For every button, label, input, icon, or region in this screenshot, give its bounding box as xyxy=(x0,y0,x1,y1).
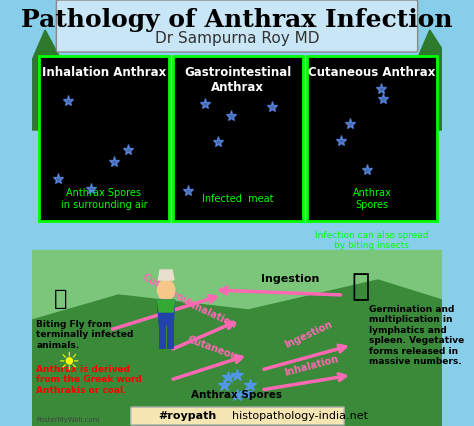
Circle shape xyxy=(157,280,175,300)
Text: histopathology-india.net: histopathology-india.net xyxy=(232,411,368,421)
Text: Anthrax Spores: Anthrax Spores xyxy=(191,390,283,400)
FancyBboxPatch shape xyxy=(56,0,418,52)
Text: Inhalation: Inhalation xyxy=(183,297,238,330)
Polygon shape xyxy=(32,260,442,426)
Text: #roypath: #roypath xyxy=(159,411,217,421)
Text: ☀: ☀ xyxy=(58,351,81,375)
Text: Dr Sampurna Roy MD: Dr Sampurna Roy MD xyxy=(155,31,319,46)
Text: 🐝: 🐝 xyxy=(54,289,67,309)
Text: Ingestion: Ingestion xyxy=(283,319,334,350)
Bar xyxy=(307,56,437,221)
Text: Cutaneous: Cutaneous xyxy=(140,272,196,310)
Text: Infection can also spread
by biting insects: Infection can also spread by biting inse… xyxy=(315,231,428,250)
Polygon shape xyxy=(412,30,443,130)
Text: Cutaneous Anthrax: Cutaneous Anthrax xyxy=(308,66,436,79)
Text: Pathology of Anthrax Infection: Pathology of Anthrax Infection xyxy=(21,8,453,32)
Text: Anthrax Spores
in surrounding air: Anthrax Spores in surrounding air xyxy=(61,188,147,210)
FancyBboxPatch shape xyxy=(131,407,344,425)
Text: PosterMyWall.com: PosterMyWall.com xyxy=(36,417,100,423)
Text: 🐄: 🐄 xyxy=(352,272,370,301)
Bar xyxy=(32,310,442,330)
Text: Cutaneous: Cutaneous xyxy=(186,335,244,364)
Text: Ingestion: Ingestion xyxy=(261,274,319,284)
Polygon shape xyxy=(32,280,442,426)
Bar xyxy=(39,56,169,221)
Text: Biting Fly from
terminally infected
animals.: Biting Fly from terminally infected anim… xyxy=(36,320,134,350)
Text: Anthrax is derived
from the Greek word
Anthrakis or coal.: Anthrax is derived from the Greek word A… xyxy=(36,365,142,395)
Polygon shape xyxy=(157,300,175,312)
Text: Inhalation Anthrax: Inhalation Anthrax xyxy=(42,66,166,79)
Polygon shape xyxy=(157,300,175,325)
Polygon shape xyxy=(158,270,174,280)
Text: Inhalation: Inhalation xyxy=(283,354,339,378)
Bar xyxy=(173,56,303,221)
Text: Anthrax
Spores: Anthrax Spores xyxy=(353,188,391,210)
Polygon shape xyxy=(32,30,67,130)
Text: Gastrointestinal
Anthrax: Gastrointestinal Anthrax xyxy=(184,66,292,94)
Text: Infected  meat: Infected meat xyxy=(202,194,273,204)
Bar xyxy=(32,250,442,426)
Text: Germination and
multiplication in
lymphatics and
spleen. Vegetative
forms releas: Germination and multiplication in lympha… xyxy=(369,305,465,366)
